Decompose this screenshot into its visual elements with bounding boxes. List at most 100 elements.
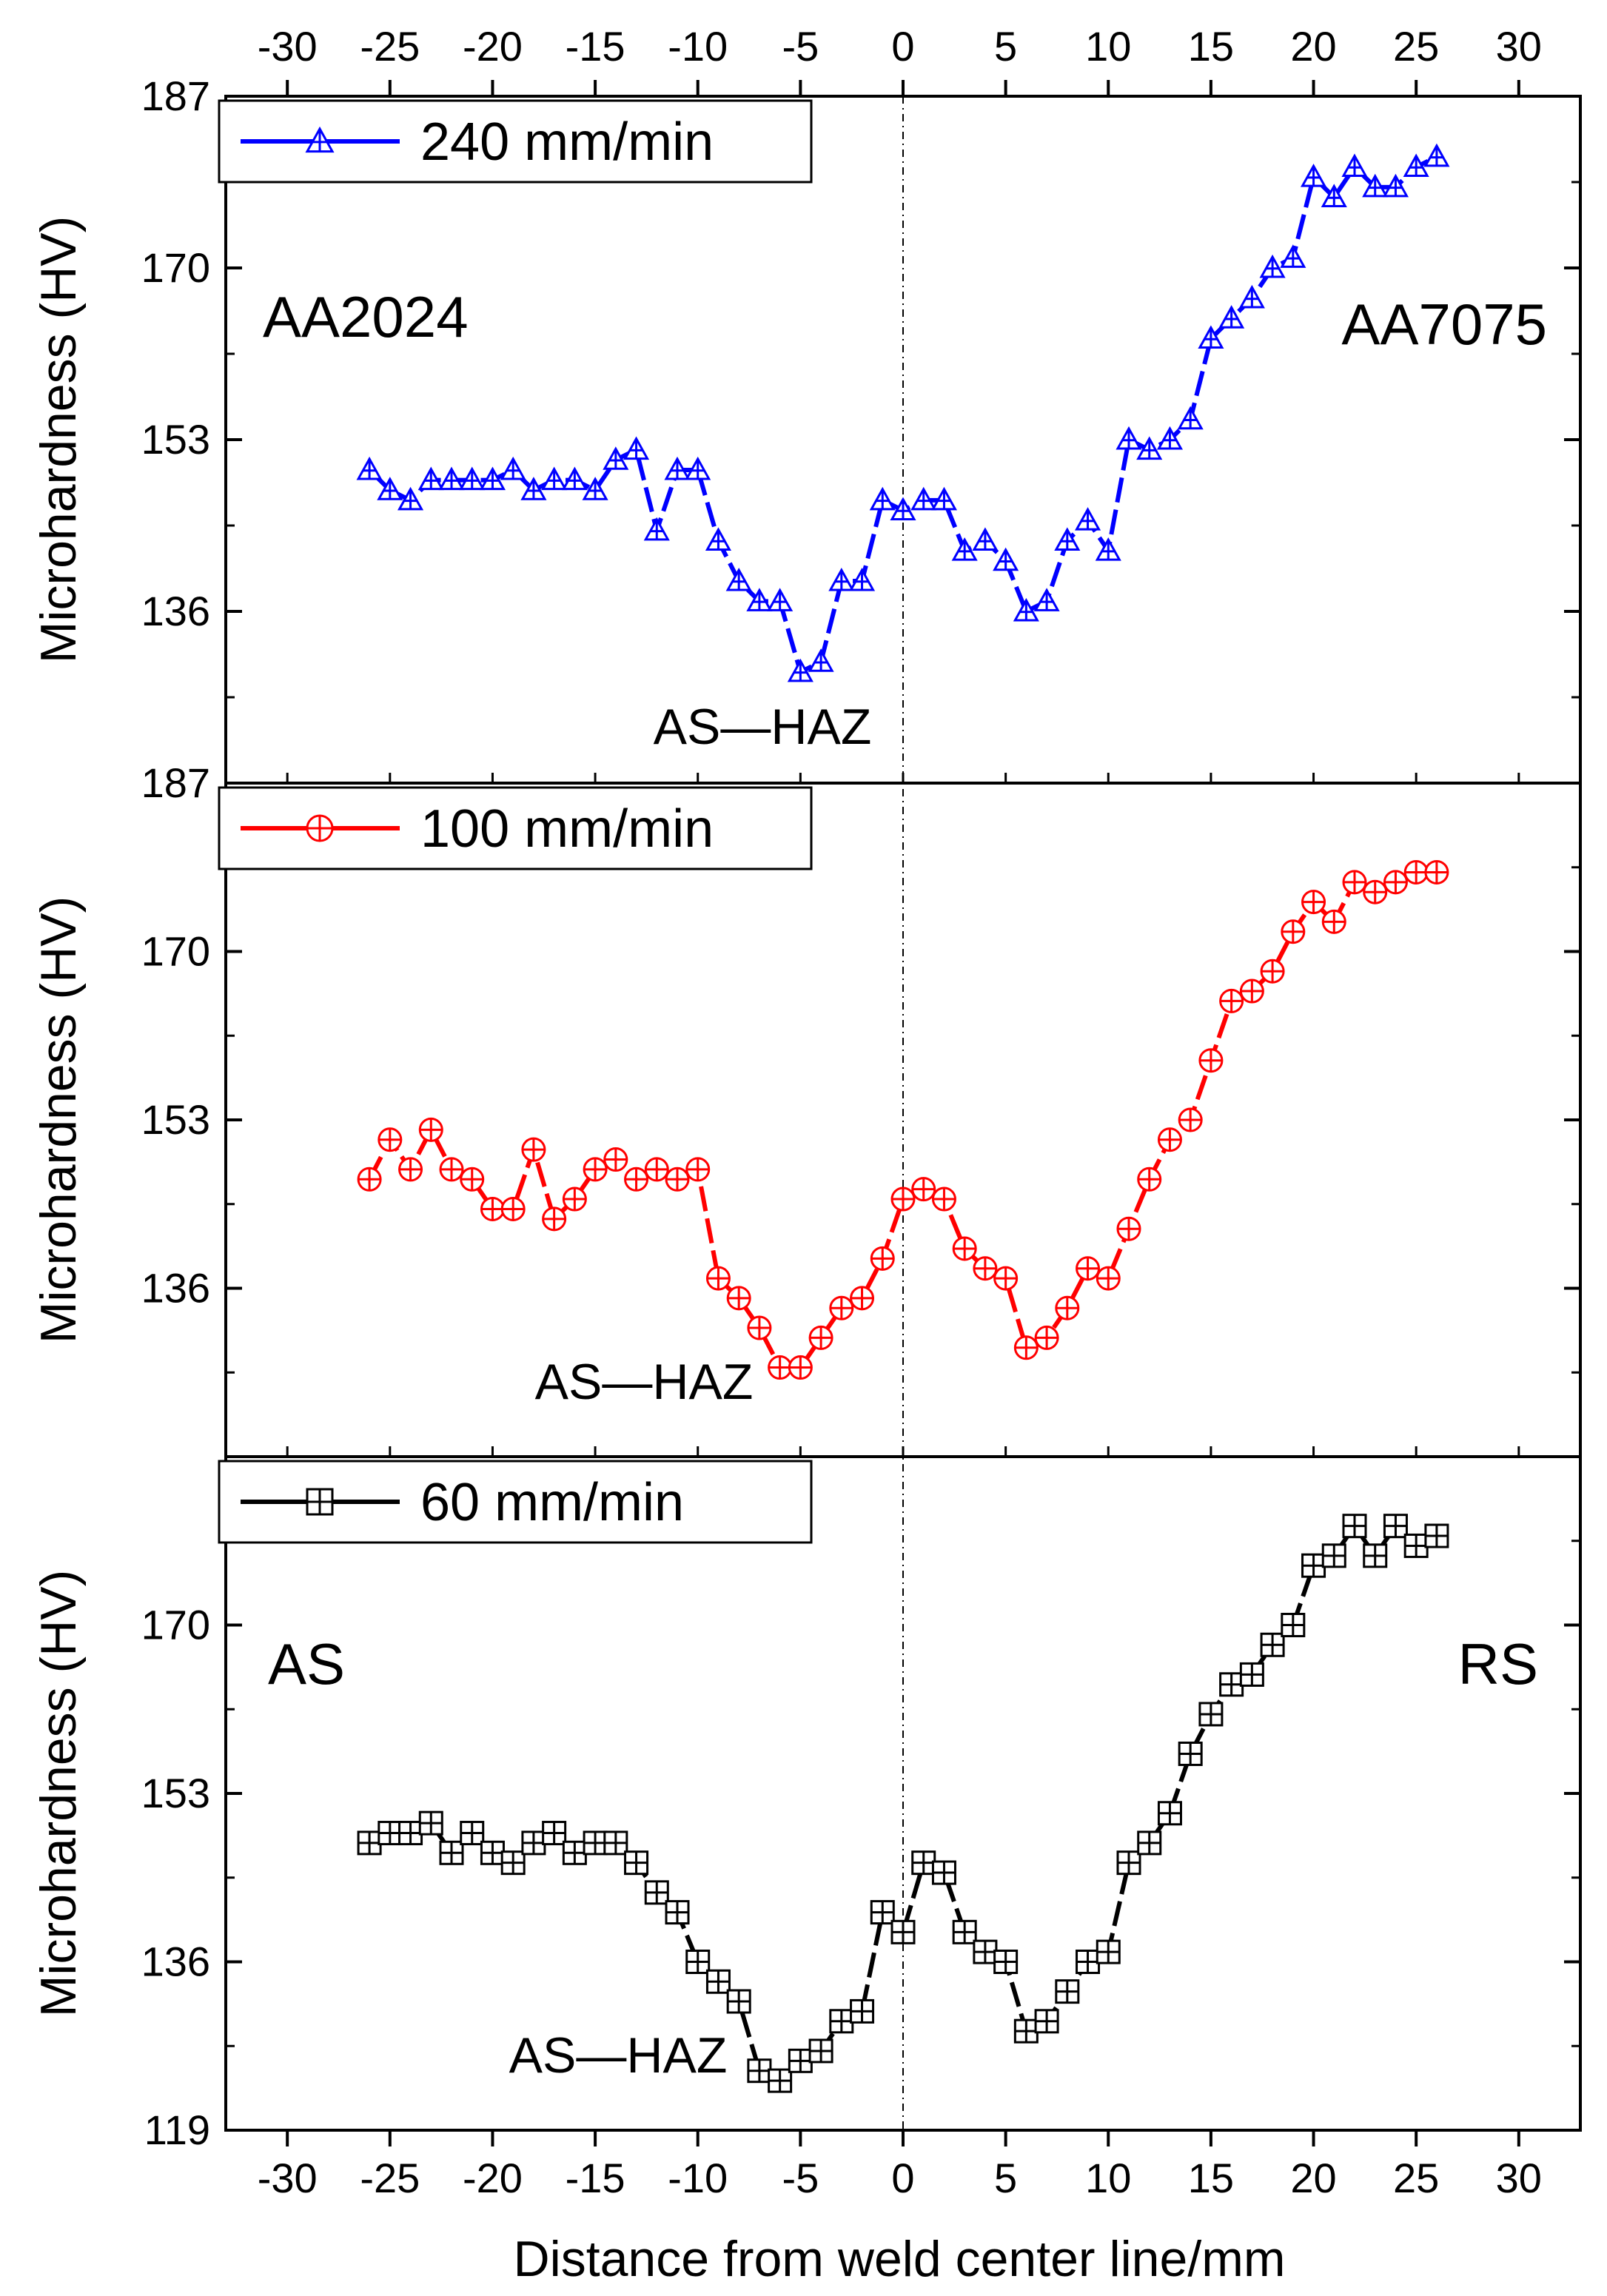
data-point [1423, 143, 1450, 167]
data-point [624, 1167, 649, 1192]
y-tick-label: 170 [141, 244, 210, 291]
data-point [746, 588, 773, 611]
data-point [890, 497, 916, 521]
data-point [480, 1196, 505, 1221]
data-point [973, 1939, 998, 1964]
y-axis-label: Microhardness (HV) [30, 216, 87, 664]
data-point [603, 1147, 628, 1172]
data-point [870, 1246, 895, 1271]
data-point [377, 477, 403, 500]
data-point [870, 1900, 895, 1925]
x-tick-label-top: -30 [258, 23, 318, 70]
x-tick-label-bottom: -5 [782, 2155, 819, 2201]
data-point [1013, 597, 1039, 622]
data-point [1054, 527, 1081, 551]
data-point [644, 1880, 669, 1905]
data-point [890, 1186, 916, 1212]
data-point [624, 1850, 649, 1876]
data-point [1137, 1167, 1162, 1192]
data-point [542, 1821, 567, 1846]
data-point [930, 486, 958, 511]
data-point [787, 658, 813, 682]
data-point [1301, 890, 1326, 915]
data-point [1424, 859, 1449, 885]
data-point [952, 1236, 977, 1261]
y-tick-label: 187 [141, 73, 210, 119]
data-point [1013, 2018, 1039, 2044]
data-point [705, 1266, 731, 1291]
data-point [439, 1840, 464, 1865]
y-tick-label: 170 [141, 928, 210, 975]
data-point [768, 1355, 793, 1380]
y-tick-label: 119 [144, 2107, 210, 2153]
data-point [378, 1821, 403, 1846]
data-point [1074, 507, 1101, 531]
data-point [1259, 254, 1286, 278]
data-point [1321, 184, 1347, 207]
data-point [1157, 1127, 1182, 1152]
data-point [665, 1900, 690, 1925]
data-point [911, 1177, 936, 1202]
data-point [562, 1186, 587, 1212]
data-point [1219, 988, 1244, 1013]
data-point [1177, 406, 1204, 430]
data-point [1076, 1256, 1101, 1281]
data-point [397, 486, 424, 511]
x-tick-label-bottom: -20 [463, 2155, 523, 2201]
x-axis-label: Distance from weld center line/mm [513, 2231, 1285, 2287]
data-point [931, 1186, 956, 1212]
annotation: AA2024 [263, 284, 469, 349]
annotation: RS [1458, 1631, 1538, 1696]
y-tick-label: 170 [141, 1602, 210, 1648]
data-point [828, 567, 855, 591]
data-point [418, 1117, 443, 1142]
data-point [460, 1821, 485, 1846]
data-point [500, 1196, 526, 1221]
data-point [829, 2009, 854, 2034]
x-tick-label-bottom: 20 [1290, 2155, 1336, 2201]
data-point [460, 1167, 485, 1192]
data-point [747, 1315, 772, 1340]
data-point [1260, 1632, 1285, 1657]
data-point [1239, 979, 1264, 1004]
data-point [993, 1950, 1019, 1974]
data-point [1055, 1979, 1080, 2004]
data-point [685, 1157, 711, 1182]
data-point [1136, 436, 1163, 460]
data-point [521, 1830, 546, 1856]
data-point [1321, 909, 1346, 934]
data-point [665, 1167, 690, 1192]
legend-label: 60 mm/min [420, 1473, 684, 1532]
x-tick-label-top: -10 [668, 23, 728, 70]
data-point [1403, 859, 1429, 885]
x-tick-label-top: -25 [360, 23, 420, 70]
x-tick-label-top: 10 [1085, 23, 1131, 70]
x-tick-label-bottom: 5 [994, 2155, 1017, 2201]
annotation: AS—HAZ [509, 2027, 728, 2084]
x-tick-label-top: -15 [566, 23, 625, 70]
data-point [705, 1969, 731, 1994]
data-point [1198, 1702, 1224, 1727]
data-point [973, 1256, 998, 1281]
data-point [1116, 1850, 1141, 1876]
data-point [1363, 879, 1388, 904]
annotation: AS—HAZ [654, 699, 872, 755]
data-point [685, 456, 711, 480]
data-point [747, 2058, 772, 2084]
data-point [583, 1157, 608, 1182]
data-point [808, 1325, 833, 1350]
data-point [398, 1157, 423, 1182]
data-point [1238, 284, 1265, 309]
legend: 60 mm/min [218, 1460, 813, 1544]
x-tick-label-bottom: 10 [1085, 2155, 1131, 2201]
data-point [1198, 1048, 1224, 1073]
data-point [541, 466, 568, 491]
data-point [951, 537, 978, 561]
data-point [356, 456, 383, 480]
y-tick-label: 136 [141, 588, 210, 634]
y-axis-label: Microhardness (HV) [30, 896, 87, 1344]
data-point [767, 588, 794, 611]
data-point [705, 527, 732, 551]
y-tick-label: 153 [141, 1096, 210, 1143]
